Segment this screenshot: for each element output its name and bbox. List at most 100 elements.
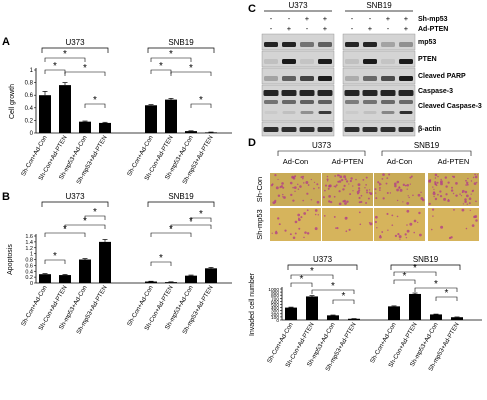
bar (145, 105, 157, 133)
significance-bracket (311, 289, 355, 294)
stained-cell (435, 184, 438, 187)
blot-band (300, 42, 314, 47)
significance-bracket (332, 299, 355, 304)
stained-cell (350, 177, 353, 180)
stained-cell (465, 227, 468, 230)
bar (145, 281, 157, 283)
blot-band (299, 90, 315, 96)
stained-cell (338, 174, 341, 176)
stained-cell (289, 233, 292, 236)
significance-bracket (84, 215, 106, 220)
stained-cell (428, 202, 431, 206)
sh-mp53-row-label: Sh-mp53 (418, 16, 448, 23)
stained-cell (398, 235, 402, 239)
group-label: SNB19 (413, 255, 439, 264)
blot-band (318, 111, 332, 114)
stained-cell (300, 216, 303, 219)
significance-marker: * (445, 288, 449, 299)
blot-band (363, 111, 377, 114)
micrograph-group-bracket (277, 150, 366, 156)
stained-cell (298, 227, 301, 230)
y-tick-label: 100 (271, 315, 279, 321)
stained-cell (365, 201, 368, 204)
stained-cell (381, 231, 384, 233)
stained-cell (434, 173, 438, 177)
bar (79, 121, 91, 133)
significance-marker: * (199, 95, 203, 106)
stained-cell (292, 236, 296, 240)
stained-cell (355, 178, 357, 181)
stained-cell (413, 219, 417, 223)
stained-cell (303, 212, 307, 215)
y-tick-label: 0.6 (25, 263, 33, 269)
stained-cell (440, 225, 444, 229)
stained-cell (352, 185, 354, 187)
blot-band (300, 59, 314, 64)
micrograph-image (270, 173, 321, 206)
stained-cell (461, 208, 465, 212)
stained-cell (326, 180, 329, 182)
stained-cell (336, 226, 339, 230)
stained-cell (428, 179, 432, 183)
stained-cell (358, 189, 361, 192)
significance-marker: * (310, 266, 314, 277)
y-tick-label: 0.8 (25, 81, 34, 87)
stained-cell (374, 215, 378, 219)
stained-cell (465, 179, 467, 182)
stained-cell (406, 229, 410, 233)
stained-cell (410, 175, 413, 178)
stained-cell (417, 193, 421, 197)
blot-band (264, 59, 278, 64)
ad-pten-sign: - (351, 24, 354, 33)
stained-cell (386, 191, 389, 194)
y-tick-label: 0.2 (25, 118, 34, 124)
stained-cell (324, 189, 326, 192)
ad-pten-sign: - (270, 24, 273, 33)
stained-cell (303, 236, 305, 239)
y-tick-label: 0 (30, 281, 33, 287)
bar (327, 315, 339, 320)
stained-cell (328, 194, 331, 198)
stained-cell (342, 188, 345, 191)
stained-cell (406, 183, 410, 187)
blot-strip (261, 67, 335, 85)
significance-marker: * (93, 95, 97, 106)
stained-cell (464, 200, 467, 203)
blot-band (399, 76, 413, 81)
stained-cell (452, 175, 456, 178)
stained-cell (406, 224, 408, 226)
stained-cell (450, 189, 454, 192)
stained-cell (391, 214, 394, 217)
stained-cell (334, 175, 337, 177)
stained-cell (292, 176, 296, 180)
ad-pten-row-label: Ad-PTEN (418, 26, 448, 33)
stained-cell (358, 196, 361, 200)
stained-cell (466, 203, 468, 205)
significance-marker: * (53, 251, 57, 262)
blot-band (362, 127, 378, 132)
stained-cell (466, 183, 469, 186)
significance-marker: * (93, 207, 97, 218)
micrograph-column-label: Ad-PTEN (438, 157, 470, 166)
stained-cell (313, 181, 316, 184)
stained-cell (444, 176, 448, 179)
stained-cell (326, 175, 329, 178)
stained-cell (317, 214, 319, 216)
group-bracket (147, 47, 215, 53)
stained-cell (469, 209, 471, 212)
blot-strip (342, 121, 416, 137)
stained-cell (338, 190, 341, 193)
stained-cell (439, 195, 443, 198)
stained-cell (306, 209, 309, 212)
significance-bracket (84, 103, 106, 108)
stained-cell (336, 174, 340, 177)
blot-strip (342, 50, 416, 68)
significance-bracket (190, 217, 212, 222)
y-tick-label: 200 (271, 312, 279, 318)
blot-band (300, 100, 314, 104)
significance-marker: * (83, 63, 87, 74)
y-tick-label: 1.2 (25, 246, 33, 252)
stained-cell (409, 176, 412, 179)
group-label: SNB19 (168, 192, 194, 201)
significance-marker: * (169, 224, 173, 235)
